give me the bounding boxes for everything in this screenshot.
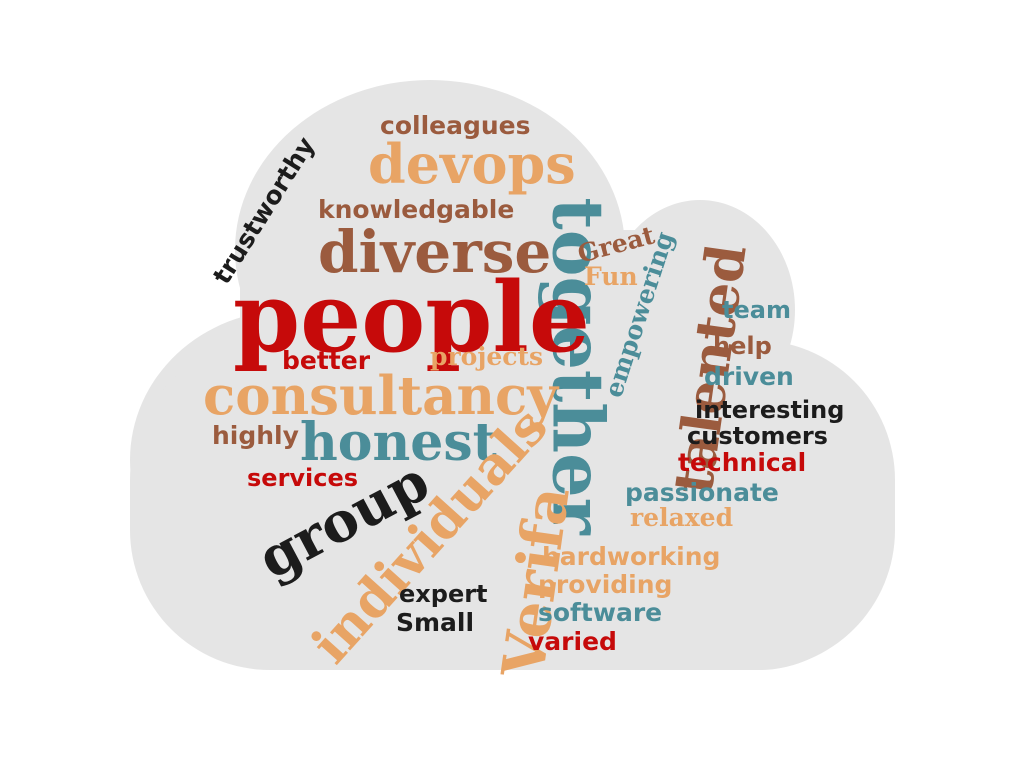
word-software: software — [538, 598, 663, 627]
word-honest: honest — [300, 412, 497, 473]
word-expert: expert — [399, 580, 488, 608]
word-passionate: passionate — [625, 478, 779, 507]
word-knowledgable: knowledgable — [318, 195, 515, 224]
word-people: people — [233, 261, 590, 374]
word-fun: Fun — [584, 262, 638, 291]
word-projects: projects — [430, 342, 544, 371]
word-varied: varied — [528, 627, 617, 656]
word-better: better — [282, 346, 371, 375]
word-providing: providing — [538, 570, 673, 599]
word-technical: technical — [678, 448, 807, 477]
word-colleagues: colleagues — [380, 111, 531, 140]
word-small: Small — [396, 608, 475, 637]
word-highly: highly — [212, 421, 299, 450]
word-interesting: interesting — [695, 396, 845, 424]
word-help: help — [713, 332, 772, 360]
word-hardworking: hardworking — [542, 542, 721, 571]
word-relaxed: relaxed — [630, 503, 734, 532]
word-consultancy: consultancy — [203, 365, 559, 427]
word-customers: customers — [687, 422, 828, 450]
word-diverse: diverse — [318, 218, 552, 286]
word-devops: devops — [368, 132, 576, 196]
word-team: team — [722, 296, 791, 324]
word-driven: driven — [704, 362, 794, 391]
word-services: services — [247, 464, 359, 492]
